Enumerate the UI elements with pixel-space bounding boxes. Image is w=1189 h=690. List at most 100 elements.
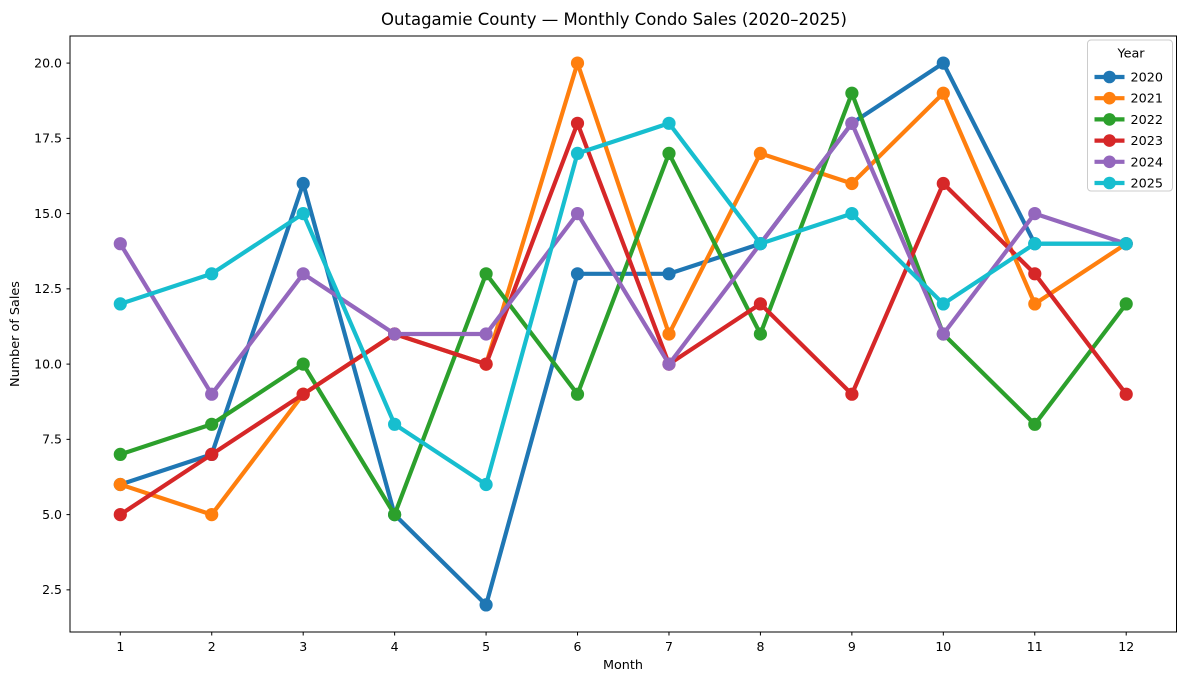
legend-entry-2024: 2024 xyxy=(1094,155,1164,170)
legend-label: 2025 xyxy=(1131,177,1164,192)
legend-entry-2020: 2020 xyxy=(1094,70,1164,86)
data-point-2025-m11 xyxy=(1028,237,1042,251)
data-point-2025-m5 xyxy=(479,477,493,492)
legend-label: 2023 xyxy=(1131,134,1164,149)
data-point-2022-m4 xyxy=(388,507,402,522)
x-tick-label: 4 xyxy=(391,639,399,654)
y-tick-label: 2.5 xyxy=(42,582,62,597)
data-point-2023-m1 xyxy=(113,507,127,522)
data-point-2022-m8 xyxy=(753,327,768,341)
data-point-2021-m2 xyxy=(205,507,219,522)
data-point-2023-m6 xyxy=(570,116,585,130)
data-point-2024-m10 xyxy=(936,327,950,341)
data-point-2023-m8 xyxy=(753,297,768,311)
data-point-2025-m3 xyxy=(296,207,310,221)
x-tick-label: 5 xyxy=(482,639,490,654)
legend-marker xyxy=(1103,155,1116,169)
data-point-2022-m5 xyxy=(479,267,493,281)
data-point-2025-m2 xyxy=(205,267,219,281)
x-tick-label: 9 xyxy=(848,639,856,654)
data-point-2024-m7 xyxy=(662,357,676,371)
data-point-2020-m6 xyxy=(570,267,585,281)
plot-frame xyxy=(69,35,1177,633)
y-tick-label: 17.5 xyxy=(34,131,62,146)
data-point-2025-m4 xyxy=(388,417,402,431)
legend-entry-2021: 2021 xyxy=(1094,91,1163,107)
data-point-2025-m7 xyxy=(662,116,676,130)
legend-label: 2022 xyxy=(1131,113,1164,128)
y-tick-label: 15.0 xyxy=(34,206,62,221)
legend-title: Year xyxy=(1116,47,1145,62)
legend-marker xyxy=(1103,113,1116,126)
data-point-2024-m11 xyxy=(1028,207,1042,221)
data-point-2021-m7 xyxy=(662,327,676,341)
data-point-2023-m12 xyxy=(1119,387,1133,401)
legend-marker xyxy=(1103,134,1116,147)
data-point-2025-m1 xyxy=(113,297,127,311)
data-point-2020-m3 xyxy=(296,176,310,191)
series-line-2024 xyxy=(118,121,1129,397)
data-point-2021-m10 xyxy=(936,86,950,100)
x-tick-label: 12 xyxy=(1118,639,1134,654)
data-point-2024-m5 xyxy=(479,327,493,341)
x-tick-label: 1 xyxy=(116,639,124,654)
data-point-2025-m8 xyxy=(753,237,768,251)
data-point-2022-m6 xyxy=(570,387,585,401)
data-point-2025-m9 xyxy=(845,207,859,221)
data-point-2023-m2 xyxy=(205,447,219,461)
data-point-2022-m12 xyxy=(1119,297,1133,311)
series-line-2021 xyxy=(118,61,1129,517)
data-point-2022-m9 xyxy=(845,86,859,100)
x-axis-label: Month xyxy=(603,658,643,673)
data-point-2025-m6 xyxy=(570,146,585,160)
legend-entry-2022: 2022 xyxy=(1094,113,1164,128)
data-point-2023-m5 xyxy=(479,357,493,371)
data-point-2025-m12 xyxy=(1119,237,1133,251)
legend-entry-2023: 2023 xyxy=(1094,134,1164,149)
data-point-2020-m5 xyxy=(479,598,493,612)
series-line-2025 xyxy=(118,121,1129,487)
data-point-2023-m11 xyxy=(1028,267,1042,281)
chart-title: Outagamie County — Monthly Condo Sales (… xyxy=(381,10,847,29)
x-tick-label: 7 xyxy=(665,639,673,654)
legend-marker xyxy=(1103,176,1116,190)
data-point-2024-m3 xyxy=(296,267,310,281)
data-point-2024-m1 xyxy=(113,237,127,251)
data-point-2020-m7 xyxy=(662,267,676,281)
y-axis-label: Number of Sales xyxy=(8,281,23,387)
legend: Year 2020 2021 2022 2023 2024 2025 xyxy=(1087,39,1173,192)
y-tick-label: 7.5 xyxy=(42,432,62,447)
data-point-2021-m1 xyxy=(113,477,127,492)
x-tick-label: 3 xyxy=(299,639,307,654)
y-tick-label: 10.0 xyxy=(34,356,62,371)
data-point-2023-m3 xyxy=(296,387,310,401)
data-point-2024-m6 xyxy=(570,207,585,221)
data-point-2023-m9 xyxy=(845,387,859,401)
data-point-2022-m3 xyxy=(296,357,310,371)
data-point-2021-m9 xyxy=(845,176,859,191)
legend-marker xyxy=(1103,70,1116,84)
legend-marker xyxy=(1103,91,1116,105)
data-point-2021-m11 xyxy=(1028,297,1042,311)
series-line-2022 xyxy=(118,91,1129,517)
legend-label: 2024 xyxy=(1131,155,1164,170)
data-point-2024-m4 xyxy=(388,327,402,341)
x-tick-label: 2 xyxy=(208,639,216,654)
y-tick-label: 12.5 xyxy=(34,281,62,296)
data-point-2022-m1 xyxy=(113,447,127,461)
plot-area: 2.55.07.510.012.515.017.520.01 2 3 4 5 6 7 8 9 10… xyxy=(34,35,1177,654)
y-tick-label: 5.0 xyxy=(42,507,62,522)
data-point-2021-m6 xyxy=(570,56,585,70)
data-point-2022-m11 xyxy=(1028,417,1042,431)
data-point-2023-m10 xyxy=(936,176,950,191)
series-line-2020 xyxy=(118,61,1129,607)
y-tick-label: 20.0 xyxy=(34,55,62,70)
data-point-2024-m2 xyxy=(205,387,219,401)
legend-label: 2020 xyxy=(1131,71,1164,86)
data-point-2024-m9 xyxy=(845,116,859,130)
x-tick-label: 11 xyxy=(1027,639,1043,654)
x-tick-label: 8 xyxy=(756,639,764,654)
data-point-2025-m10 xyxy=(936,297,950,311)
